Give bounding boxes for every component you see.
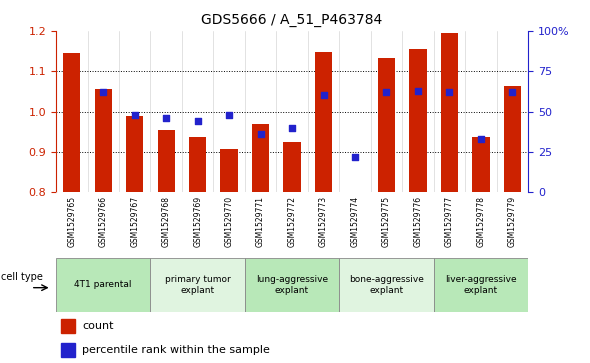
Text: GSM1529770: GSM1529770: [225, 196, 234, 247]
Title: GDS5666 / A_51_P463784: GDS5666 / A_51_P463784: [201, 13, 383, 27]
Bar: [61, 319, 75, 333]
Text: cell type: cell type: [1, 272, 43, 282]
Point: [507, 89, 517, 95]
Text: GSM1529766: GSM1529766: [99, 196, 108, 247]
Bar: [245, 258, 339, 312]
Text: GSM1529769: GSM1529769: [193, 196, 202, 247]
Text: liver-aggressive
explant: liver-aggressive explant: [445, 275, 517, 295]
Point: [99, 89, 108, 95]
Point: [287, 125, 297, 131]
Text: count: count: [82, 321, 113, 331]
Text: percentile rank within the sample: percentile rank within the sample: [82, 345, 270, 355]
Text: lung-aggressive
explant: lung-aggressive explant: [256, 275, 328, 295]
Text: primary tumor
explant: primary tumor explant: [165, 275, 231, 295]
Point: [319, 93, 328, 98]
Text: GSM1529765: GSM1529765: [67, 196, 76, 247]
Point: [413, 88, 422, 94]
Point: [256, 131, 266, 137]
Bar: [339, 258, 434, 312]
Bar: [472, 137, 490, 192]
Bar: [56, 258, 150, 312]
Bar: [158, 130, 175, 192]
Text: GSM1529774: GSM1529774: [350, 196, 359, 247]
Bar: [283, 142, 301, 192]
Bar: [409, 49, 427, 192]
Bar: [315, 52, 332, 192]
Text: GSM1529779: GSM1529779: [508, 196, 517, 247]
Point: [162, 115, 171, 121]
Text: bone-aggressive
explant: bone-aggressive explant: [349, 275, 424, 295]
Text: 4T1 parental: 4T1 parental: [74, 281, 132, 289]
Text: GSM1529768: GSM1529768: [162, 196, 171, 246]
Bar: [61, 343, 75, 357]
Bar: [221, 149, 238, 192]
Bar: [504, 86, 521, 192]
Bar: [150, 258, 245, 312]
Text: GSM1529772: GSM1529772: [287, 196, 297, 246]
Bar: [378, 58, 395, 192]
Bar: [189, 136, 206, 192]
Text: GSM1529775: GSM1529775: [382, 196, 391, 247]
Text: GSM1529767: GSM1529767: [130, 196, 139, 247]
Bar: [126, 117, 143, 192]
Point: [382, 89, 391, 95]
Point: [350, 154, 360, 160]
Text: GSM1529777: GSM1529777: [445, 196, 454, 247]
Text: GSM1529776: GSM1529776: [414, 196, 422, 247]
Text: GSM1529773: GSM1529773: [319, 196, 328, 247]
Bar: [434, 258, 528, 312]
Point: [193, 118, 202, 124]
Point: [445, 89, 454, 95]
Bar: [63, 53, 80, 192]
Point: [224, 112, 234, 118]
Bar: [94, 89, 112, 192]
Point: [476, 136, 486, 142]
Text: GSM1529778: GSM1529778: [476, 196, 486, 246]
Bar: [441, 33, 458, 192]
Text: GSM1529771: GSM1529771: [256, 196, 265, 246]
Bar: [252, 124, 269, 192]
Point: [130, 112, 139, 118]
